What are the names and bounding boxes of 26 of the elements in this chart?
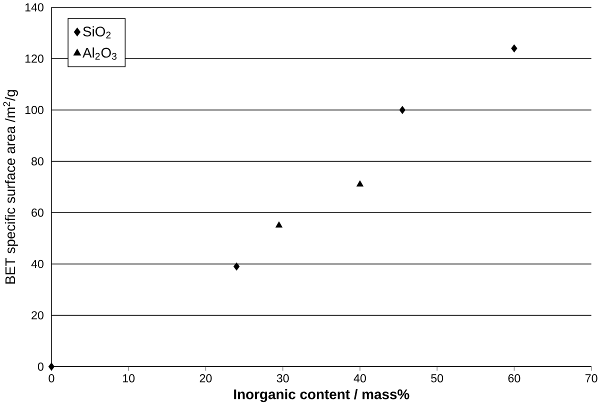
y-tick-label: 100 [25,106,44,114]
legend-label: Al$_{2}$O$_{3}$ [82,47,117,60]
point [399,106,406,114]
y-tick-label: 60 [32,208,44,217]
x-tick-label: 20 [200,374,212,382]
x-tick-label: 30 [276,374,289,382]
y-tick-label: 20 [32,311,44,320]
y-tick-label: 40 [31,260,44,268]
x-axis-title: Inorganic content / mass% [234,388,410,402]
x-tick-label: 0 [48,374,54,382]
y-tick-label: 80 [32,157,44,166]
y-tick-label: 120 [25,54,44,63]
point [356,180,364,186]
x-tick-label: 60 [508,374,520,382]
y-axis-title: BET specific surface area /m$^{2}$/g [3,90,18,284]
y-tick-label: 140 [25,3,44,12]
point [233,262,240,270]
y-tick-label: 0 [38,362,44,371]
x-tick-label: 40 [354,374,366,382]
point [48,362,55,371]
point [511,44,518,52]
x-tick-label: 10 [123,374,135,382]
x-tick-label: 70 [585,374,598,382]
point [275,221,283,228]
legend-label: SiO$_{2}$ [83,26,111,38]
x-tick-label: 50 [431,374,444,382]
